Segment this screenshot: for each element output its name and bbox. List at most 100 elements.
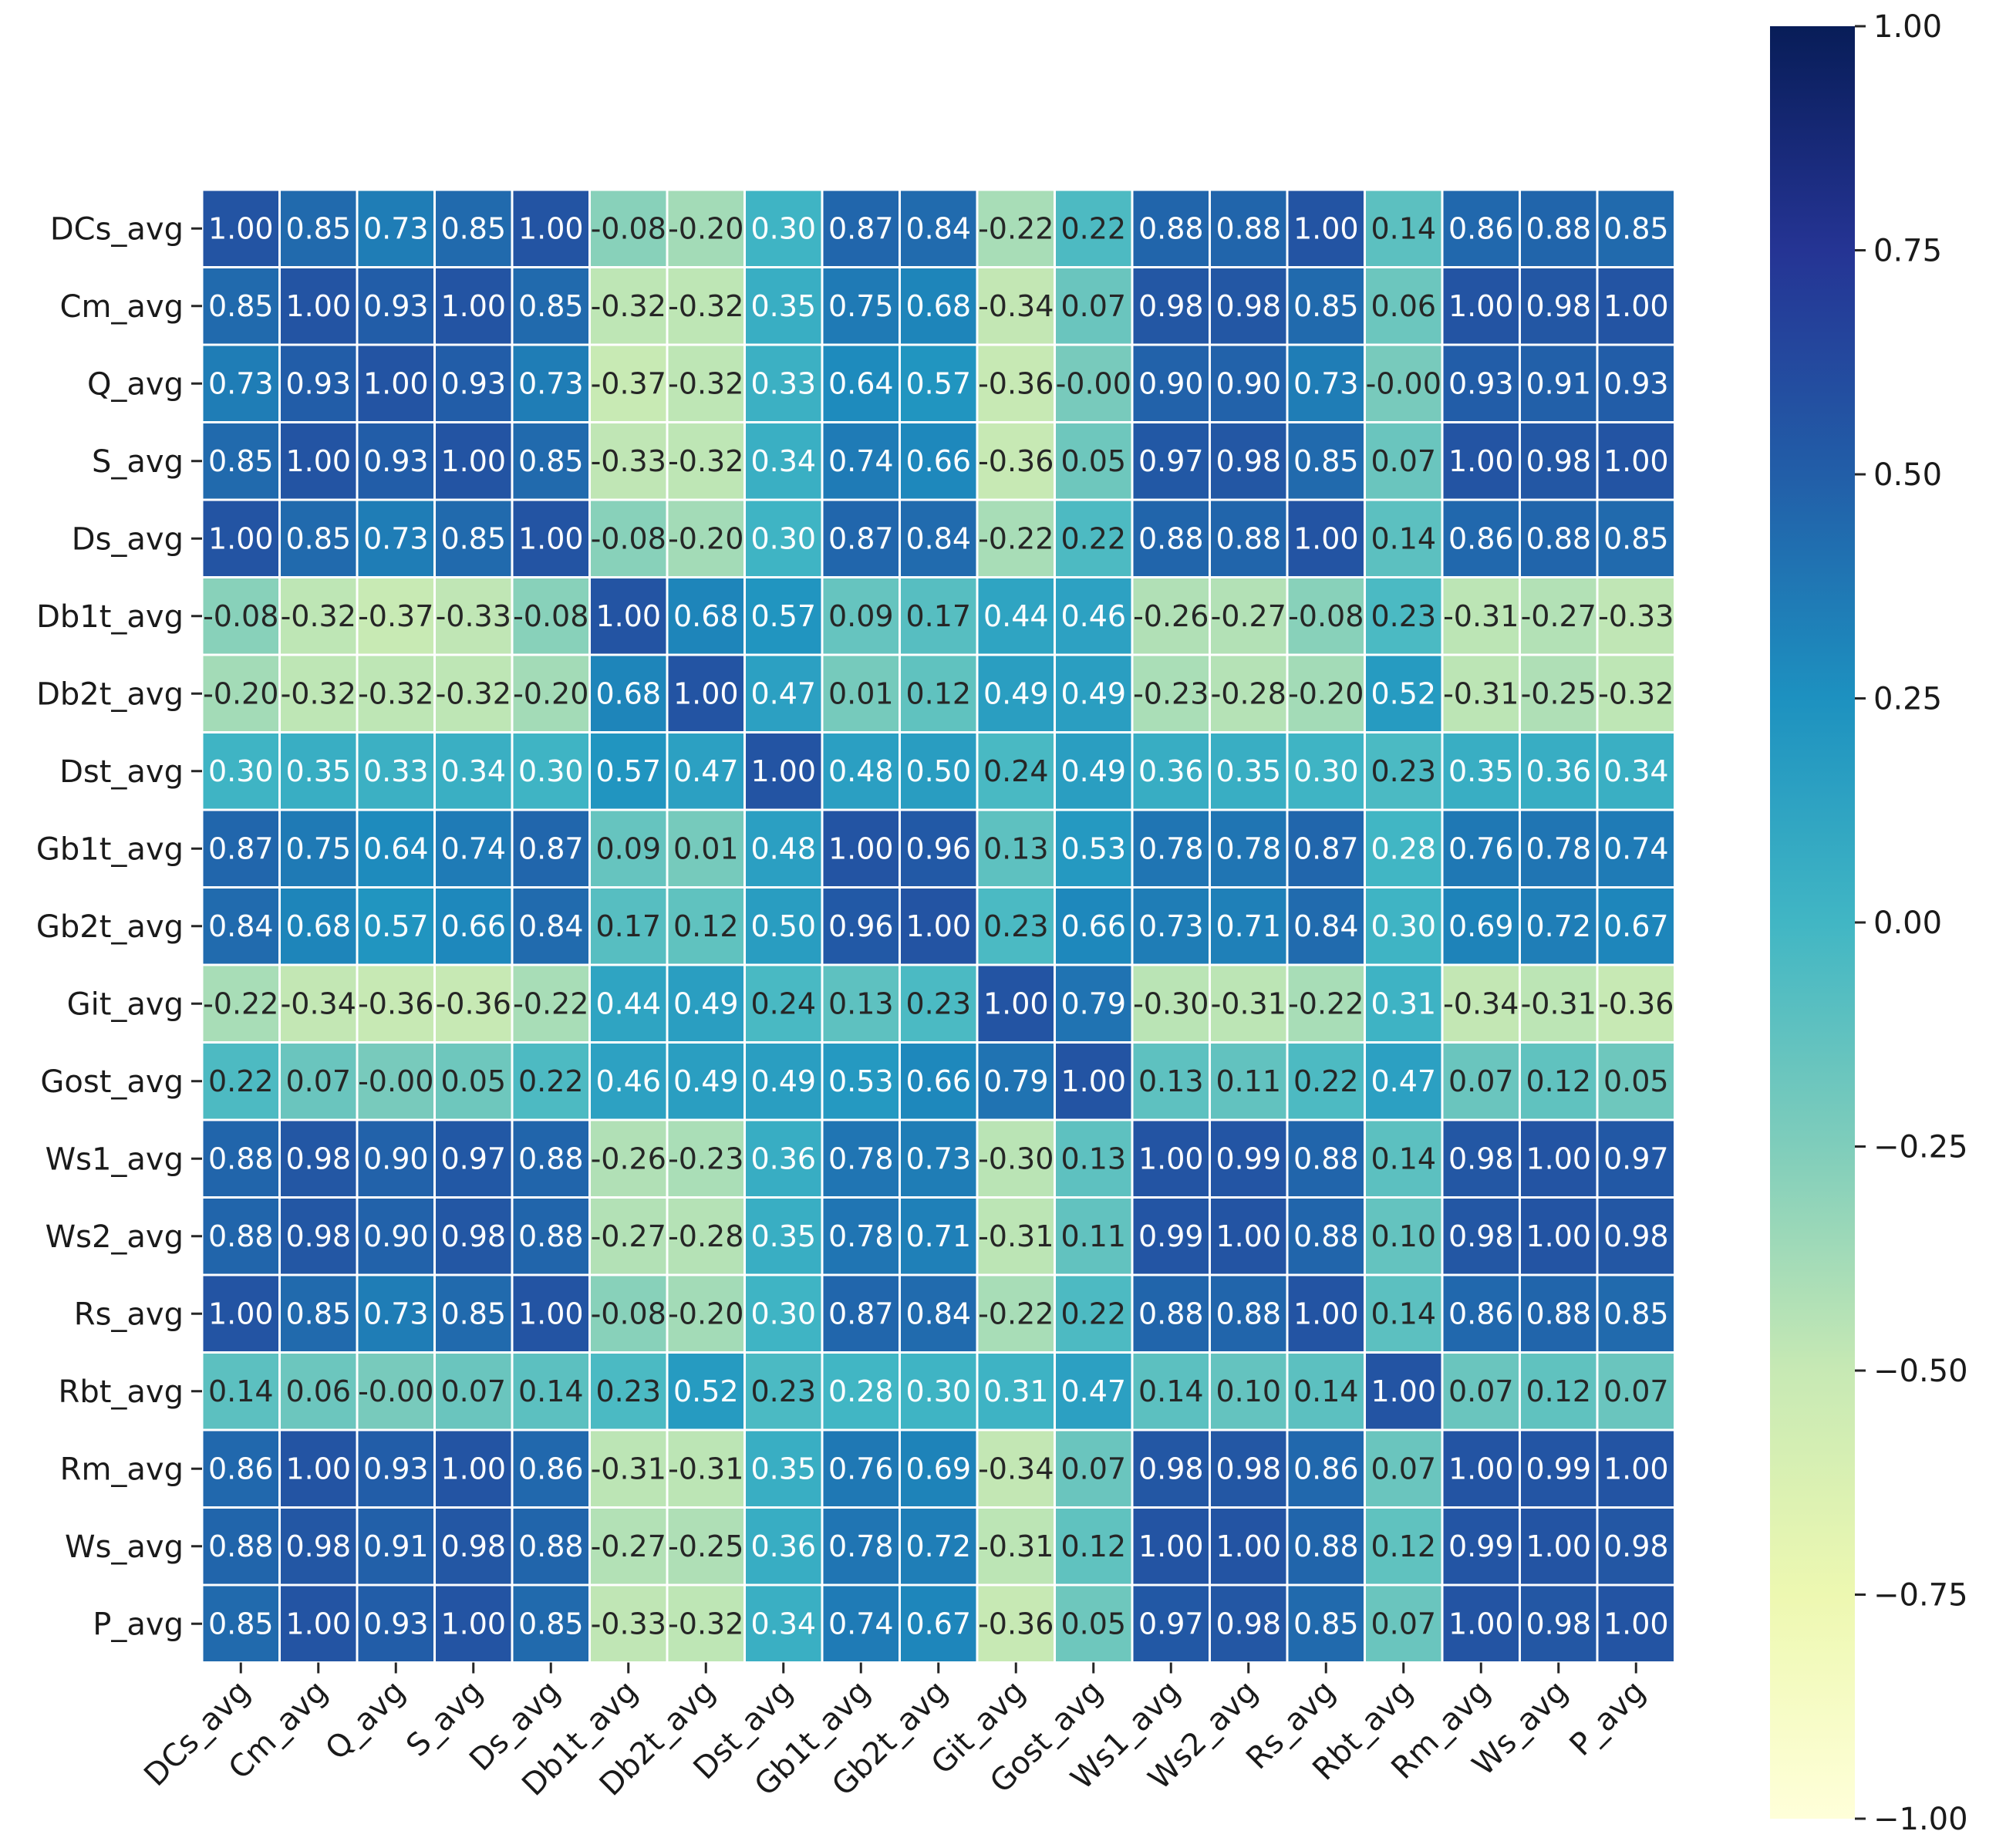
heatmap-cell (1443, 1509, 1519, 1584)
cell-value-label: -0.26 (1133, 599, 1209, 633)
cell-value-label: 0.98 (1138, 289, 1204, 323)
cell-value-label: 0.71 (905, 1219, 971, 1253)
heatmap-cell (901, 1509, 976, 1584)
heatmap-cell (668, 656, 743, 731)
y-tick-label: Rs_avg (74, 1297, 184, 1332)
heatmap-cell (358, 191, 433, 266)
cell-value-label: 0.88 (518, 1529, 584, 1563)
heatmap-cell (1133, 1199, 1209, 1274)
cell-value-label: 0.85 (1603, 1297, 1669, 1330)
heatmap-cell (358, 1354, 433, 1429)
heatmap-cell (668, 811, 743, 886)
cell-value-label: -0.31 (1443, 599, 1519, 633)
heatmap-cell (358, 1044, 433, 1119)
heatmap-cell (281, 423, 356, 499)
cell-value-label: 0.98 (1603, 1529, 1669, 1563)
heatmap-cell (1443, 501, 1519, 576)
cell-value-label: 0.78 (1215, 831, 1281, 865)
cell-value-label: 1.00 (750, 754, 816, 788)
heatmap-cell (513, 889, 588, 964)
heatmap-cell (513, 1121, 588, 1196)
heatmap-cell (591, 1044, 666, 1119)
cell-value-label: 0.91 (1526, 366, 1591, 400)
heatmap-cell (1211, 1354, 1286, 1429)
heatmap-cell (1443, 578, 1519, 654)
cell-value-label: 0.88 (1293, 1529, 1359, 1563)
y-tick-label: Git_avg (67, 986, 184, 1022)
cell-value-label: -0.33 (436, 599, 511, 633)
heatmap-cell (1366, 1199, 1441, 1274)
heatmap-cell (978, 1121, 1054, 1196)
heatmap-cell (1133, 889, 1209, 964)
cell-value-label: 0.14 (1371, 521, 1436, 555)
cell-value-label: 0.06 (285, 1374, 351, 1408)
cell-value-label: -0.30 (1133, 986, 1209, 1020)
heatmap-cell (746, 966, 821, 1041)
heatmap-cell (513, 1431, 588, 1506)
cell-value-label: 0.78 (828, 1219, 894, 1253)
heatmap-cell (203, 733, 278, 809)
cell-value-label: 0.01 (828, 676, 894, 710)
cell-value-label: 1.00 (1603, 444, 1669, 478)
cell-value-label: 1.00 (1138, 1142, 1204, 1175)
heatmap-cell (1366, 1121, 1441, 1196)
cell-value-label: 0.98 (285, 1219, 351, 1253)
heatmap-cell (1366, 268, 1441, 344)
heatmap-cell (1056, 1199, 1131, 1274)
cell-value-label: 0.35 (285, 754, 351, 788)
heatmap-cell (978, 1044, 1054, 1119)
cell-value-label: 0.98 (1215, 1452, 1281, 1485)
heatmap-cell (1598, 423, 1674, 499)
cell-value-label: 0.99 (1526, 1452, 1591, 1485)
cell-value-label: 0.84 (208, 909, 274, 943)
heatmap-cell (1056, 733, 1131, 809)
heatmap-cell (203, 1199, 278, 1274)
cell-value-label: -0.31 (668, 1452, 743, 1485)
heatmap-cell (978, 1199, 1054, 1274)
cell-value-label: 0.90 (1138, 366, 1204, 400)
heatmap-cell (978, 346, 1054, 421)
heatmap-cell (823, 811, 899, 886)
heatmap-cell (513, 191, 588, 266)
cell-value-label: 0.84 (518, 909, 584, 943)
heatmap-cell (1598, 811, 1674, 886)
cell-value-label: 0.97 (440, 1142, 506, 1175)
cell-value-label: 0.09 (595, 831, 661, 865)
heatmap-cell (1598, 1509, 1674, 1584)
heatmap-cell (591, 423, 666, 499)
cell-value-label: -0.32 (668, 444, 743, 478)
cell-value-label: 0.73 (518, 366, 584, 400)
heatmap-cell (281, 1509, 356, 1584)
cell-value-label: -0.34 (281, 986, 356, 1020)
heatmap-cell (1288, 1586, 1364, 1661)
heatmap-cell (901, 501, 976, 576)
heatmap-cell (1598, 889, 1674, 964)
cell-value-label: 0.07 (285, 1064, 351, 1098)
cell-value-label: 0.98 (1448, 1219, 1514, 1253)
cell-value-label: 0.05 (1603, 1064, 1669, 1098)
cell-value-label: 0.10 (1215, 1374, 1281, 1408)
cell-value-label: -0.31 (591, 1452, 666, 1485)
heatmap-cell (823, 1276, 899, 1351)
cell-value-label: 0.05 (440, 1064, 506, 1098)
heatmap-cell (1598, 1431, 1674, 1506)
heatmap-cell (823, 1044, 899, 1119)
cell-value-label: 1.00 (518, 211, 584, 245)
cell-value-label: -0.34 (978, 1452, 1054, 1485)
heatmap-cell (746, 889, 821, 964)
cell-value-label: 0.13 (828, 986, 894, 1020)
cell-value-label: 0.33 (750, 366, 816, 400)
heatmap-cell (1598, 656, 1674, 731)
cell-value-label: 0.35 (1215, 754, 1281, 788)
cell-value-label: 0.11 (1215, 1064, 1281, 1098)
cell-value-label: 0.88 (1215, 1297, 1281, 1330)
cell-value-label: 0.48 (828, 754, 894, 788)
heatmap-cell (668, 346, 743, 421)
cell-value-label: 0.30 (1371, 909, 1436, 943)
heatmap-cell (591, 966, 666, 1041)
heatmap-cell (1521, 346, 1596, 421)
y-tick-label: Ws2_avg (46, 1219, 184, 1255)
heatmap-cell (1211, 1509, 1286, 1584)
heatmap-cell (513, 966, 588, 1041)
